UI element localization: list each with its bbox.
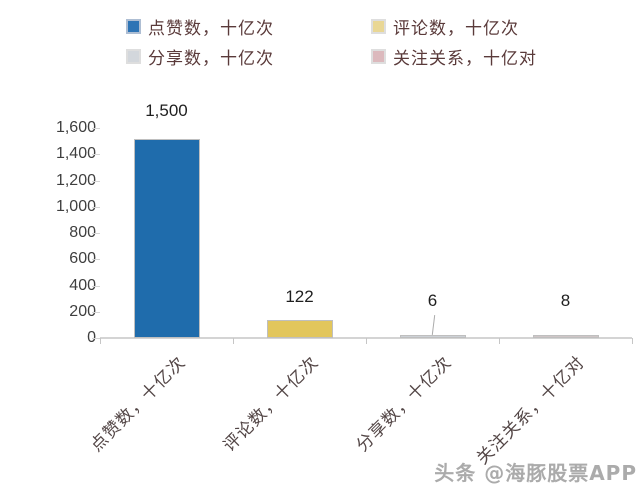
legend-item: 评论数，十亿次 <box>371 14 519 39</box>
y-axis-tick <box>92 233 100 234</box>
watermark: 头条 @海豚股票APP <box>434 461 637 485</box>
x-axis-category-label: 点赞数，十亿次 <box>86 352 190 456</box>
y-axis-tick <box>92 180 100 182</box>
y-axis-tick-label: 400 <box>69 276 96 294</box>
y-axis-tick <box>92 154 100 156</box>
y-axis-tick-label: 1,200 <box>55 171 96 189</box>
bar-comments <box>266 320 333 338</box>
x-axis-tick <box>632 338 633 344</box>
x-axis-tick <box>499 338 500 344</box>
y-axis-tick <box>92 311 100 313</box>
y-axis-tick-label: 1,000 <box>55 197 96 215</box>
bar-shares <box>399 335 466 338</box>
bar-likes <box>133 139 200 338</box>
y-axis-tick <box>92 259 100 261</box>
y-axis-tick <box>92 128 100 129</box>
legend-label: 点赞数，十亿次 <box>148 19 274 39</box>
x-axis-tick <box>100 338 101 344</box>
bar-follow-relations <box>532 334 599 338</box>
bar-value-label: 1,500 <box>145 101 188 121</box>
legend-item: 点赞数，十亿次 <box>126 14 274 39</box>
y-axis-tick-label: 1,400 <box>55 145 96 163</box>
x-axis-tick <box>366 338 367 344</box>
x-axis-tick <box>233 338 234 344</box>
y-axis-tick-label: 0 <box>34 329 96 347</box>
y-axis-tick-label: 200 <box>69 302 96 320</box>
legend-swatch-icon <box>371 49 386 64</box>
legend-label: 关注关系，十亿对 <box>393 49 537 69</box>
legend-item: 分享数，十亿次 <box>126 44 274 69</box>
legend-item: 关注关系，十亿对 <box>371 44 537 69</box>
y-axis-tick-label: 800 <box>69 224 96 241</box>
bar-value-label: 8 <box>560 290 571 310</box>
y-axis-tick-label: 600 <box>69 250 96 268</box>
legend-swatch-icon <box>126 49 141 64</box>
legend-swatch-icon <box>371 19 386 34</box>
y-axis-tick <box>92 285 100 287</box>
x-axis-category-label: 评论数，十亿次 <box>219 352 323 456</box>
value-label-leader-line <box>431 315 435 335</box>
bar-value-label: 122 <box>285 287 314 306</box>
legend-label: 分享数，十亿次 <box>148 49 274 69</box>
bar-value-label: 6 <box>427 291 438 310</box>
legend-label: 评论数，十亿次 <box>393 19 519 39</box>
y-axis-tick <box>92 206 100 208</box>
y-axis-tick-label: 1,600 <box>55 119 96 136</box>
y-axis-tick <box>92 338 100 339</box>
legend-swatch-icon <box>126 19 141 34</box>
